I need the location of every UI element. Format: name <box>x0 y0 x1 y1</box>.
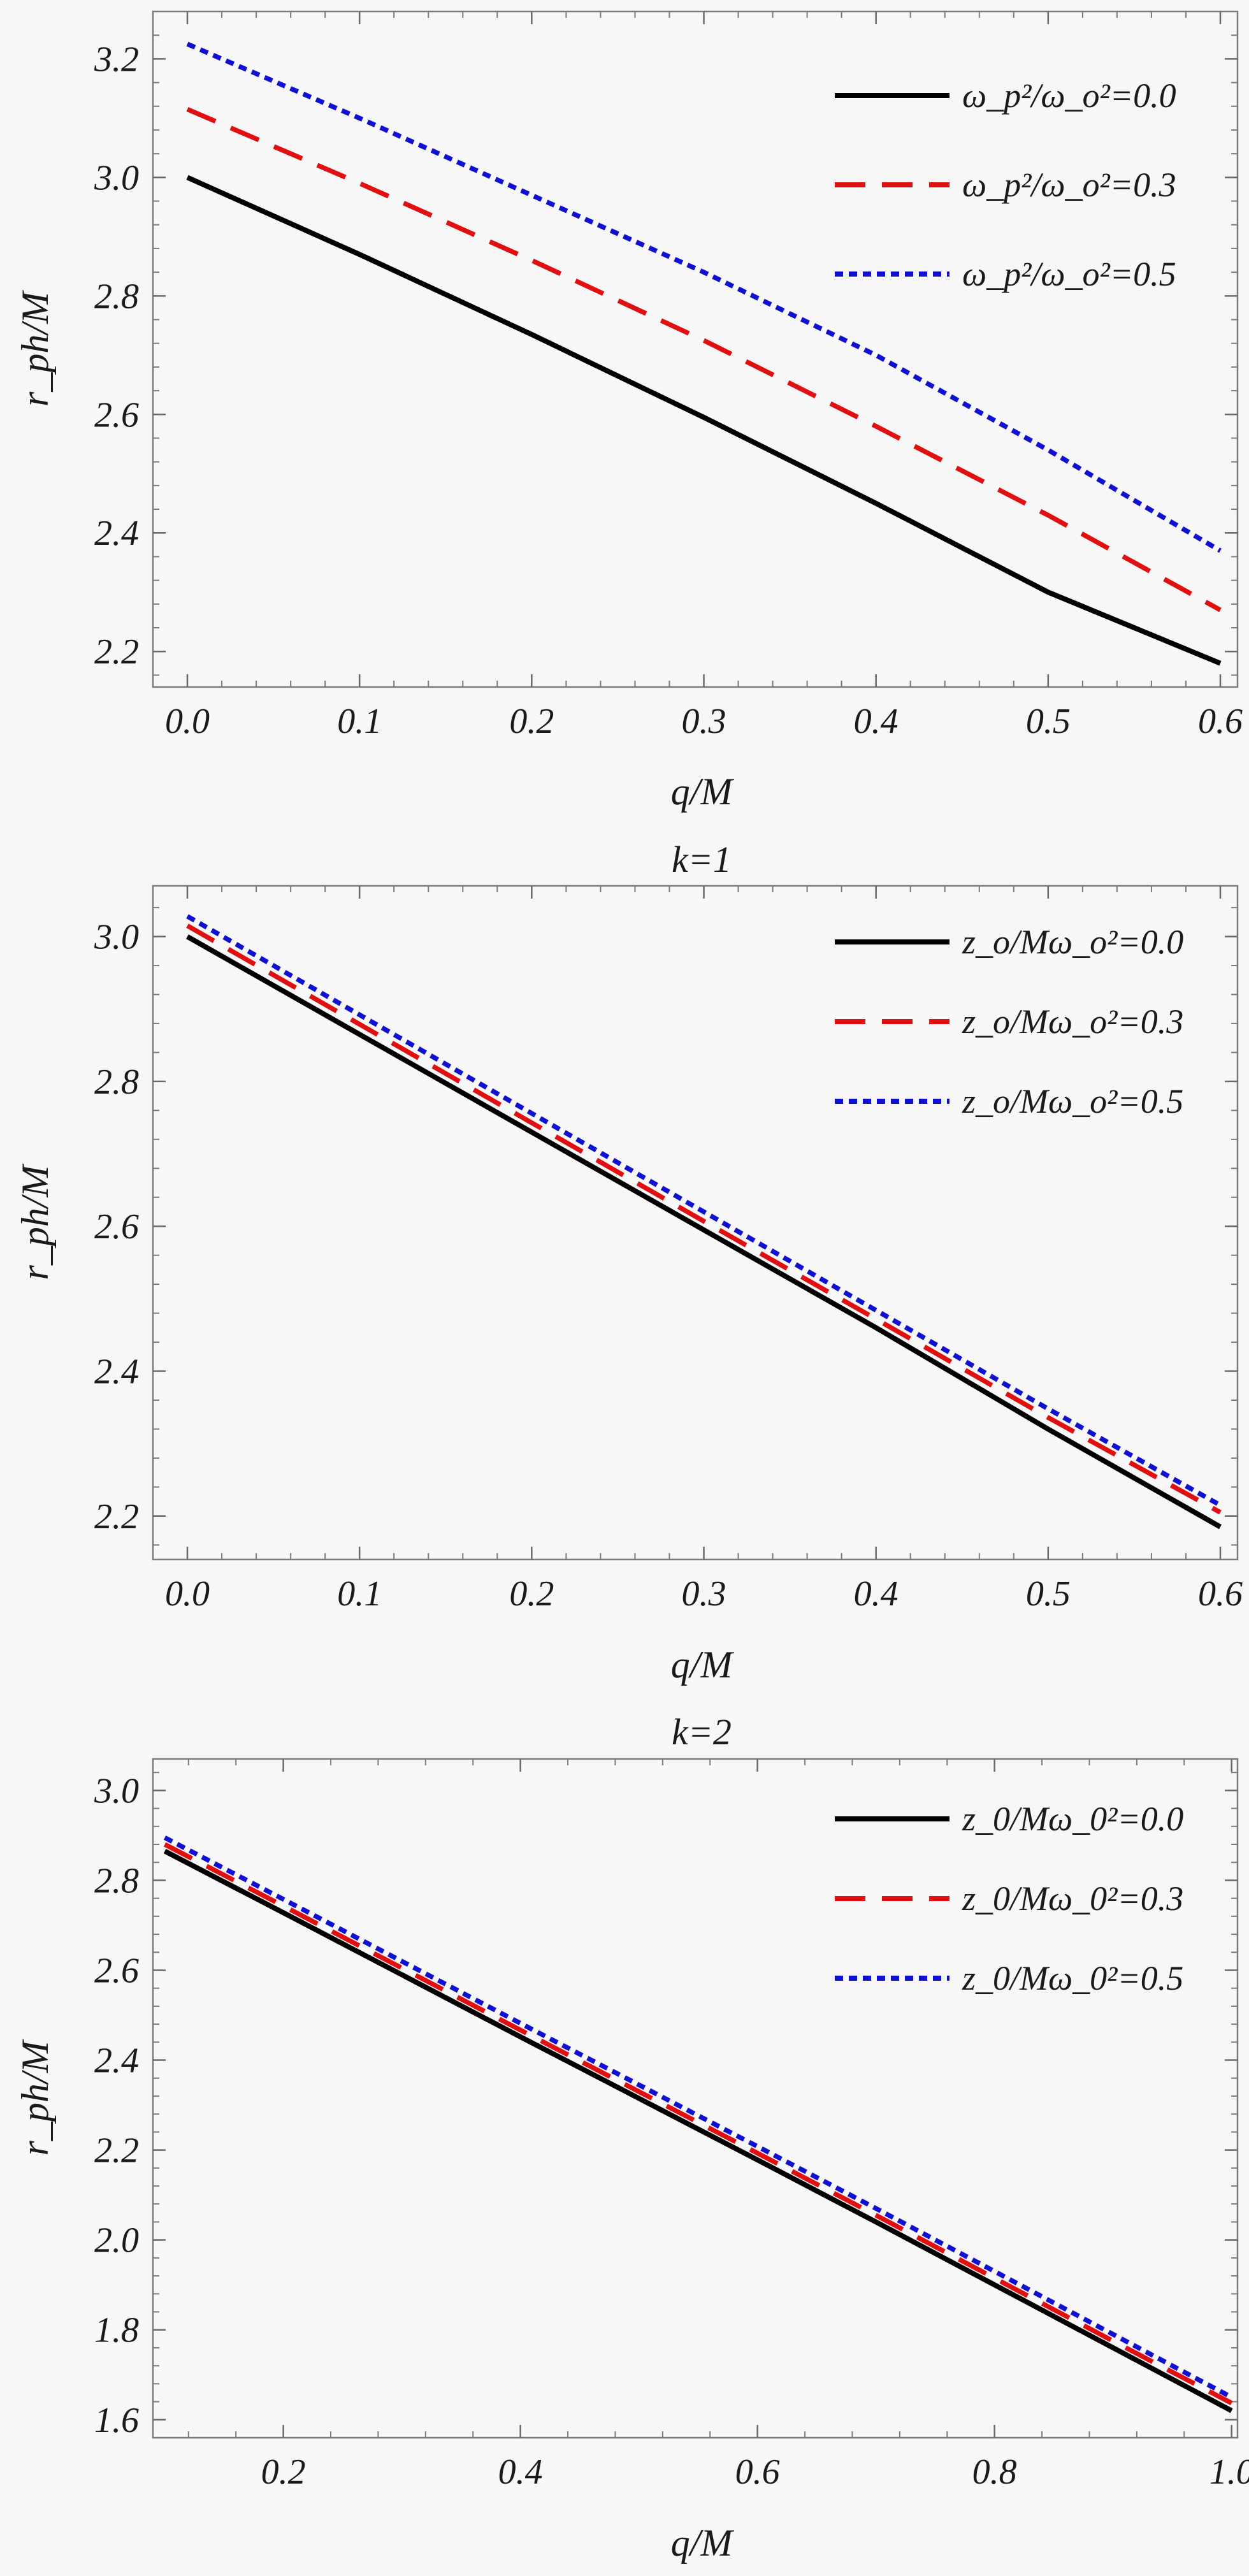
y-tick-label: 3.2 <box>94 40 139 79</box>
series-line-0 <box>186 934 1222 1530</box>
x-tick-label: 0.1 <box>337 702 382 741</box>
x-tick-label: 0.4 <box>854 702 899 741</box>
y-tick-label: 2.8 <box>94 1062 139 1102</box>
x-tick-label: 0.6 <box>735 2452 780 2492</box>
y-tick-label: 3.0 <box>94 1771 139 1811</box>
x-tick-label: 0.8 <box>972 2452 1017 2492</box>
x-axis-label: q/M <box>671 1644 735 1686</box>
y-axis-label: r_ph/M <box>14 290 56 407</box>
y-tick-label: 3.0 <box>94 158 139 198</box>
series-line-1 <box>186 923 1222 1515</box>
x-tick-label: 0.5 <box>1026 702 1071 741</box>
x-tick-label: 0.2 <box>261 2452 306 2492</box>
y-tick-label: 1.6 <box>94 2401 139 2440</box>
series-line-1 <box>186 106 1222 612</box>
y-tick-label: 2.8 <box>94 277 139 316</box>
x-tick-label: 0.6 <box>1198 702 1243 741</box>
y-tick-label: 2.4 <box>94 2041 139 2081</box>
x-tick-label: 0.0 <box>165 1574 210 1614</box>
y-tick-label: 3.0 <box>94 918 139 957</box>
legend-label-1: z_o/Mω_o²=0.3 <box>962 1002 1183 1041</box>
y-tick-label: 2.0 <box>94 2221 139 2261</box>
x-axis-label: q/M <box>671 771 735 813</box>
series-line-0 <box>163 1849 1233 2413</box>
x-tick-label: 0.3 <box>682 702 726 741</box>
panel-k2: 0.2 0.4 0.6 0.8 1.0 1.6 1.8 2.0 2.2 2.4 2.6 2.8 3.0 z… <box>14 1711 1249 2564</box>
x-tick-label: 0.4 <box>854 1574 899 1614</box>
legend-label-2: z_0/Mω_0²=0.5 <box>962 1959 1183 1997</box>
x-tick-label: 0.2 <box>509 702 554 741</box>
legend-label-0: ω_p²/ω_o²=0.0 <box>962 76 1176 115</box>
x-tick-label: 0.2 <box>509 1574 554 1614</box>
panel-title: k=2 <box>672 1711 732 1753</box>
y-tick-label: 2.2 <box>94 632 139 672</box>
series-line-2 <box>186 41 1222 553</box>
series-line-2 <box>186 914 1222 1508</box>
x-tick-label: 0.4 <box>498 2452 543 2492</box>
series-line-0 <box>186 175 1222 666</box>
plot-frame <box>152 885 1239 1561</box>
x-tick-label: 0.5 <box>1026 1574 1071 1614</box>
plot-frame <box>152 1758 1239 2439</box>
y-tick-label: 1.8 <box>94 2311 139 2350</box>
legend-label-2: z_o/Mω_o²=0.5 <box>962 1082 1183 1120</box>
x-tick-label: 0.3 <box>682 1574 726 1614</box>
y-tick-label: 2.4 <box>94 514 139 553</box>
series-line-1 <box>163 1842 1233 2406</box>
x-tick-label: 0.1 <box>337 1574 382 1614</box>
legend-label-0: z_0/Mω_0²=0.0 <box>962 1800 1183 1838</box>
y-tick-label: 2.6 <box>94 1951 139 1990</box>
x-tick-label: 0.0 <box>165 702 210 741</box>
x-axis-label: q/M <box>671 2522 735 2564</box>
y-tick-label: 2.2 <box>94 1497 139 1537</box>
series-line-2 <box>163 1835 1233 2399</box>
y-tick-label: 2.4 <box>94 1352 139 1391</box>
y-axis-label: r_ph/M <box>14 2039 56 2155</box>
plot-frame <box>152 10 1239 688</box>
legend-label-0: z_o/Mω_o²=0.0 <box>962 923 1183 961</box>
y-tick-label: 2.8 <box>94 1861 139 1900</box>
legend-label-1: z_0/Mω_0²=0.3 <box>962 1879 1183 1918</box>
y-tick-label: 2.6 <box>94 1207 139 1247</box>
legend-label-2: ω_p²/ω_o²=0.5 <box>962 255 1176 293</box>
y-tick-label: 2.2 <box>94 2131 139 2171</box>
y-tick-label: 2.6 <box>94 395 139 435</box>
legend-label-1: ω_p²/ω_o²=0.3 <box>962 166 1176 204</box>
panel-k1: 0.0 0.1 0.2 0.3 0.4 0.5 0.6 2.2 2.4 2.6 2.8 3.0 z_o/… <box>14 839 1243 1686</box>
panel-plasma: 0.0 0.1 0.2 0.3 0.4 0.5 0.6 2.2 2.4 2.6 2.8 3.0 3.2 ω… <box>14 10 1243 813</box>
x-tick-label: 1.0 <box>1209 2452 1249 2492</box>
panel-title: k=1 <box>672 839 732 880</box>
x-tick-label: 0.6 <box>1198 1574 1243 1614</box>
y-axis-label: r_ph/M <box>14 1163 56 1280</box>
